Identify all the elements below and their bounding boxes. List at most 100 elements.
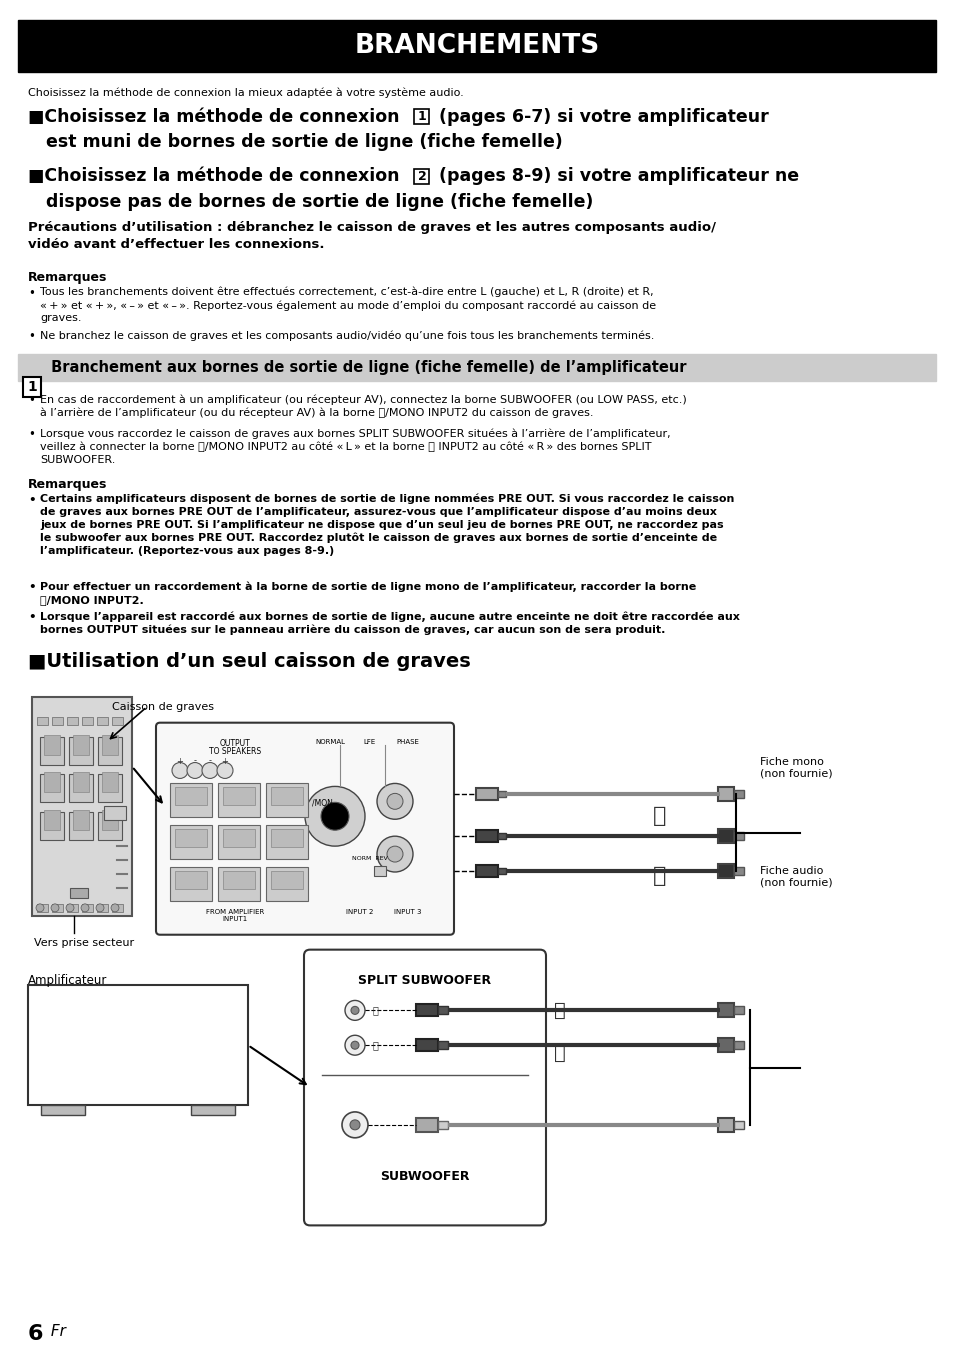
Bar [437,1122,448,1128]
Text: 1: 1 [417,111,426,123]
Text: LFE: LFE [363,739,375,744]
Bar [416,1004,437,1016]
Text: PHASE: PHASE [396,739,419,744]
Bar [733,790,743,798]
Circle shape [305,786,365,847]
Bar [52,905,63,911]
Circle shape [351,1007,358,1014]
Text: Pour effectuer un raccordement à la borne de sortie de ligne mono de l’amplifica: Pour effectuer un raccordement à la born… [40,581,696,605]
Text: •: • [28,611,35,624]
Bar [97,717,108,725]
Bar [266,825,308,859]
Bar [40,736,64,764]
Text: dispose pas de bornes de sortie de ligne (fiche femelle): dispose pas de bornes de sortie de ligne… [46,193,593,212]
Circle shape [202,763,218,778]
Bar [102,810,118,830]
Bar [98,736,122,764]
Circle shape [350,1120,359,1130]
Bar [170,783,212,817]
Text: OUTPUT: OUTPUT [219,739,250,748]
FancyBboxPatch shape [23,377,41,398]
Text: •: • [28,429,35,441]
Bar [174,829,207,847]
Bar [174,787,207,805]
Bar [69,736,92,764]
Bar [437,1007,448,1014]
Bar [218,867,260,900]
Circle shape [187,763,203,778]
Text: ■Utilisation d’un seul caisson de graves: ■Utilisation d’un seul caisson de graves [28,652,470,671]
Circle shape [387,847,402,863]
Bar [73,735,89,755]
Text: Fiche audio
(non fournie): Fiche audio (non fournie) [760,865,832,887]
Bar [191,1105,234,1115]
Text: En cas de raccordement à un amplificateur (ou récepteur AV), connectez la borne : En cas de raccordement à un amplificateu… [40,394,686,418]
Bar [170,825,212,859]
Text: Ⓡ: Ⓡ [554,1043,565,1062]
Text: Caisson de graves: Caisson de graves [112,702,213,712]
Text: •: • [28,330,35,344]
Text: -: - [209,756,212,766]
Circle shape [351,1041,358,1049]
Bar [73,810,89,830]
Bar [37,905,48,911]
Text: SPLIT SUBWOOFER: SPLIT SUBWOOFER [358,973,491,987]
Text: Ⓛ: Ⓛ [373,1006,378,1015]
Bar [718,829,733,842]
Bar [69,813,92,840]
Bar [97,905,108,911]
Text: Ⓛ: Ⓛ [653,806,666,826]
Bar [69,775,92,802]
Bar [223,871,254,888]
Bar [718,864,733,878]
Text: NORMAL: NORMAL [314,739,345,744]
Text: Branchement aux bornes de sortie de ligne (fiche femelle) de l’amplificateur: Branchement aux bornes de sortie de lign… [46,360,686,375]
FancyBboxPatch shape [156,723,454,934]
Bar [218,825,260,859]
Text: Ⓡ: Ⓡ [373,1041,378,1050]
Bar [32,697,132,915]
Text: •: • [28,394,35,407]
Bar [271,871,303,888]
Text: •: • [28,493,35,507]
Text: Lorsque l’appareil est raccordé aux bornes de sortie de ligne, aucune autre ence: Lorsque l’appareil est raccordé aux born… [40,611,740,635]
Bar [44,772,60,793]
Bar [223,787,254,805]
Bar [476,865,497,878]
Bar [67,905,78,911]
Text: -: - [193,756,196,766]
Bar [52,717,63,725]
Bar [102,735,118,755]
Bar [174,871,207,888]
Text: Fr: Fr [46,1324,66,1339]
Circle shape [320,802,349,830]
Bar [497,833,505,840]
Text: ■Choisissez la méthode de connexion: ■Choisissez la méthode de connexion [28,108,405,125]
Text: Vers prise secteur: Vers prise secteur [34,938,134,948]
Bar [733,1122,743,1128]
Circle shape [172,763,188,778]
Circle shape [216,763,233,778]
Bar [416,1117,437,1132]
Bar [41,1105,85,1115]
Bar [28,985,248,1105]
Text: est muni de bornes de sortie de ligne (fiche femelle): est muni de bornes de sortie de ligne (f… [46,133,562,151]
Bar [82,905,92,911]
Circle shape [96,905,104,911]
Bar [416,1039,437,1051]
Bar [223,829,254,847]
Bar [102,772,118,793]
Bar [476,789,497,801]
Text: INPUT1: INPUT1 [222,915,248,922]
Text: +: + [176,756,183,766]
Text: NORM  REV: NORM REV [352,856,388,861]
Circle shape [51,905,59,911]
Bar [98,775,122,802]
Bar [18,355,935,381]
FancyBboxPatch shape [414,109,429,124]
Bar [266,867,308,900]
Text: Précautions d’utilisation : débranchez le caisson de graves et les autres compos: Précautions d’utilisation : débranchez l… [28,221,716,251]
Text: Certains amplificateurs disposent de bornes de sortie de ligne nommées PRE OUT. : Certains amplificateurs disposent de bor… [40,493,734,557]
Text: Remarques: Remarques [28,271,108,284]
Bar [82,717,92,725]
